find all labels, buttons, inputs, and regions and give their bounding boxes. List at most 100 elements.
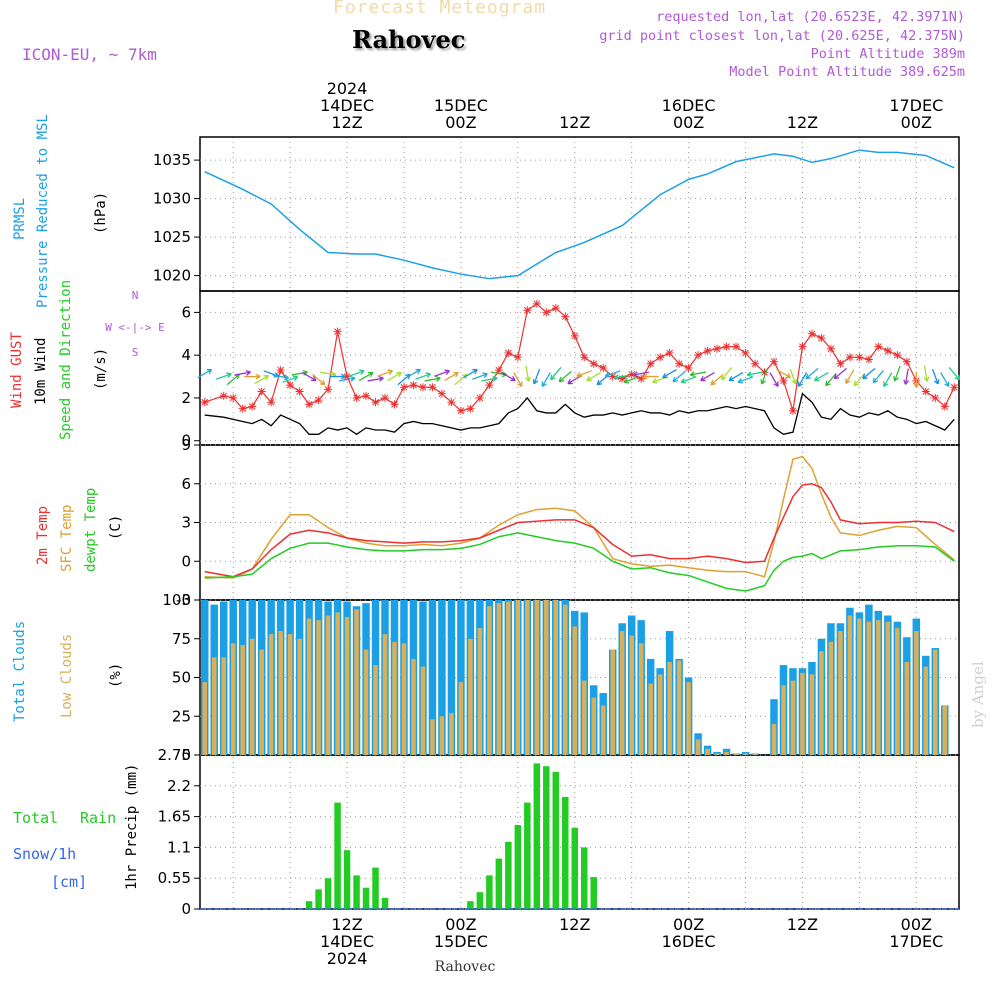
precip-tick-label: 1.1	[167, 838, 191, 856]
wind-direction-arrow	[541, 372, 551, 388]
low-cloud-bar	[553, 600, 559, 755]
wind-direction-arrow	[813, 371, 829, 382]
grid-point-lonlat: grid point closest lon,lat (20.625E, 42.…	[599, 28, 965, 44]
wind-gust-marker	[751, 359, 760, 368]
low-cloud-bar	[724, 751, 729, 755]
wind-direction-arrow	[789, 368, 798, 385]
rain-bar	[324, 878, 332, 909]
wind-gust-marker	[570, 331, 579, 340]
precip-tick-label: 2.2	[167, 777, 191, 795]
low-cloud-bar	[733, 753, 739, 755]
wind-gust-marker	[399, 383, 408, 392]
wind-direction-arrow	[525, 365, 531, 382]
credit-watermark: by Angel	[969, 661, 987, 728]
pressure-label-short: PRMSL	[12, 198, 28, 240]
top-time-label: 12Z	[331, 113, 362, 132]
wind-gust-marker	[324, 385, 333, 394]
wind-gust-marker	[940, 402, 949, 411]
low-cloud-bar	[221, 657, 226, 755]
wind-gust-marker	[295, 387, 304, 396]
wind-direction-arrow	[254, 374, 270, 385]
wind-gust-marker	[456, 406, 465, 415]
low-cloud-bar	[325, 615, 331, 755]
low-cloud-bar	[268, 634, 274, 755]
low-cloud-bar	[401, 643, 407, 755]
low-cloud-bar	[572, 626, 577, 755]
low-cloud-bar	[582, 680, 587, 755]
low-cloud-bar	[344, 617, 350, 755]
wind-direction-arrow	[931, 368, 940, 385]
low-cloud-bar	[638, 643, 644, 755]
top-time-label: 15DEC	[434, 96, 488, 115]
model-label: ICON-EU, ~ 7km	[22, 45, 157, 64]
temperature-tick-label: -3	[176, 591, 191, 609]
wind-gust-marker	[665, 349, 674, 358]
wind-gust-marker	[798, 342, 807, 351]
clouds-tick-label: 25	[172, 707, 191, 725]
wind-gust-marker	[836, 359, 845, 368]
low-cloud-bar	[420, 666, 426, 755]
clouds-tick-label: 100	[162, 591, 191, 609]
wind-direction-arrow	[358, 371, 374, 382]
wind-gust-marker	[286, 381, 295, 390]
wind-direction-arrow	[845, 369, 855, 385]
wind-direction-arrow	[532, 368, 541, 385]
top-time-label: 00Z	[445, 113, 476, 132]
model-point-altitude: Model Point Altitude 389.625m	[729, 64, 965, 80]
rain-bar	[362, 887, 370, 909]
wind-direction-arrow	[923, 365, 930, 382]
low-cloud-bar	[876, 620, 881, 755]
low-cloud-bar	[800, 672, 805, 755]
wind-direction-arrow	[463, 368, 478, 379]
wind-gust-marker	[542, 308, 551, 317]
rain-bar	[305, 901, 313, 909]
wind-gust-marker	[675, 359, 684, 368]
wind-gust-marker	[722, 342, 731, 351]
wind-gust-marker	[627, 370, 636, 379]
wind-gust-marker	[523, 306, 532, 315]
wind-gust-marker	[428, 383, 437, 392]
wind-direction-arrow	[272, 374, 289, 381]
rain-bar	[543, 766, 550, 909]
rain-bar	[533, 763, 541, 909]
low-cloud-bar	[230, 643, 236, 755]
bottom-time-label: 14DEC	[320, 932, 374, 951]
wind-10m-label: 10m Wind	[33, 338, 49, 405]
wind-gust-marker	[760, 368, 769, 377]
wind-direction-arrow	[424, 375, 441, 382]
bottom-time-label: 2024	[327, 949, 368, 968]
top-time-label: 16DEC	[662, 96, 716, 115]
wind-direction-arrow	[434, 369, 450, 377]
low-cloud-bar	[942, 705, 948, 755]
wind-gust-marker	[200, 398, 209, 407]
temperature-tick-label: 6	[181, 475, 191, 493]
low-cloud-bar	[211, 657, 217, 755]
dewpt-line	[204, 532, 955, 592]
low-cloud-bar	[449, 713, 454, 755]
pressure-tick-label: 1025	[153, 228, 191, 246]
low-cloud-bar	[705, 748, 710, 755]
wind-gust-marker	[931, 393, 940, 402]
wind-gust-marker	[855, 353, 864, 362]
wind-tick-label: 6	[181, 303, 191, 321]
wind-gust-marker	[248, 402, 257, 411]
low-cloud-bar	[600, 705, 606, 755]
wind-direction-arrow	[862, 367, 876, 380]
requested-lonlat: requested lon,lat (20.6523E, 42.3971N)	[656, 9, 965, 25]
rain-bar	[524, 802, 531, 909]
low-clouds-label: Low Clouds	[59, 634, 75, 718]
wind-gust-marker	[333, 327, 342, 336]
low-cloud-bar	[686, 682, 691, 755]
bottom-time-label: 17DEC	[889, 932, 943, 951]
wind-gust-marker	[475, 393, 484, 402]
precip-rain-label: Rain	[80, 809, 116, 827]
wind-gust-marker	[713, 344, 722, 353]
wind-gust-marker	[447, 398, 456, 407]
wind-direction-arrow	[481, 375, 498, 382]
wind-gust-marker	[921, 387, 930, 396]
wind-direction-arrow	[913, 371, 920, 388]
precip-total-label: Total	[13, 809, 58, 827]
total-cloud-bar	[438, 600, 446, 755]
wind-gust-marker	[845, 353, 854, 362]
wind-gust-marker	[893, 351, 902, 360]
